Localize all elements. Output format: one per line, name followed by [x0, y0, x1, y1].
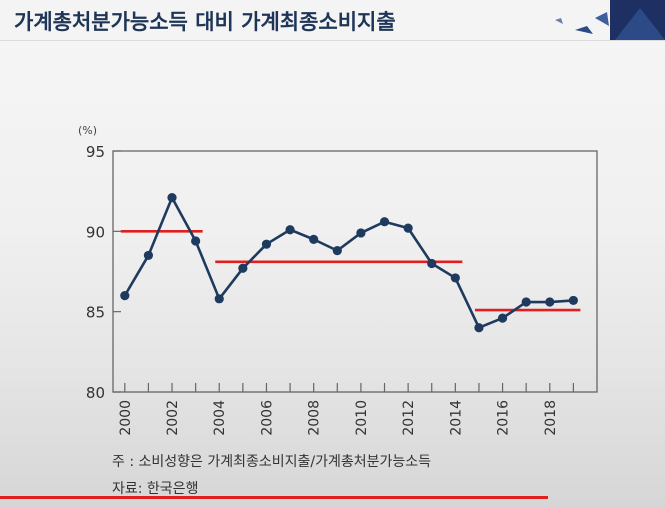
data-point [450, 273, 460, 283]
x-tick-label: 2010 [354, 400, 370, 436]
x-tick-label: 2016 [496, 400, 512, 436]
y-tick-labels: 80 85 90 95 [86, 143, 105, 402]
data-point [521, 297, 531, 307]
chart-note: 주 : 소비성향은 가계최종소비지출/가계총처분가능소득 [112, 454, 432, 470]
data-point [545, 297, 555, 307]
plot-frame [112, 150, 598, 393]
x-tick-label: 2008 [307, 400, 323, 436]
data-point [261, 239, 272, 249]
x-tick-label: 2014 [448, 400, 464, 436]
data-point [309, 234, 319, 244]
data-point [403, 223, 413, 233]
x-tick-label: 2006 [259, 400, 275, 436]
x-tick-label: 2012 [401, 400, 417, 436]
y-tick-label: 80 [86, 384, 105, 402]
x-tick-label: 2004 [212, 400, 228, 436]
data-point [191, 236, 201, 246]
data-point [143, 250, 154, 261]
x-tick-label: 2002 [165, 400, 181, 436]
data-point [167, 192, 177, 203]
series-layer [120, 192, 578, 333]
data-point [238, 263, 248, 273]
data-point [568, 295, 578, 306]
data-point [474, 323, 484, 333]
data-point [497, 313, 508, 323]
data-point [427, 258, 437, 269]
average-lines [120, 230, 581, 312]
x-tick-label: 2018 [543, 400, 559, 436]
page-title: 가계총처분가능소득 대비 가계최종소비지출 [14, 10, 396, 34]
corner-decoration-icon [555, 0, 665, 40]
y-tick-label: 95 [86, 143, 105, 161]
data-point [214, 294, 224, 304]
data-point [356, 228, 366, 238]
chart-axes [112, 150, 598, 393]
x-tick-labels: 2000 2002 2004 2006 2008 2010 2012 2014 2016 2018 [118, 400, 559, 436]
data-point [379, 217, 390, 227]
x-tick-label: 2000 [118, 400, 134, 436]
y-tick-label: 90 [86, 223, 105, 241]
data-point [285, 225, 295, 235]
data-point [332, 246, 342, 256]
title-bar: 가계총처분가능소득 대비 가계최종소비지출 [0, 0, 665, 41]
y-tick-label: 85 [86, 304, 105, 322]
chart-source: 자료: 한국은행 [112, 481, 199, 497]
data-point [120, 291, 130, 301]
y-axis-unit: (%) [78, 124, 97, 137]
bottom-accent-line [0, 496, 548, 499]
